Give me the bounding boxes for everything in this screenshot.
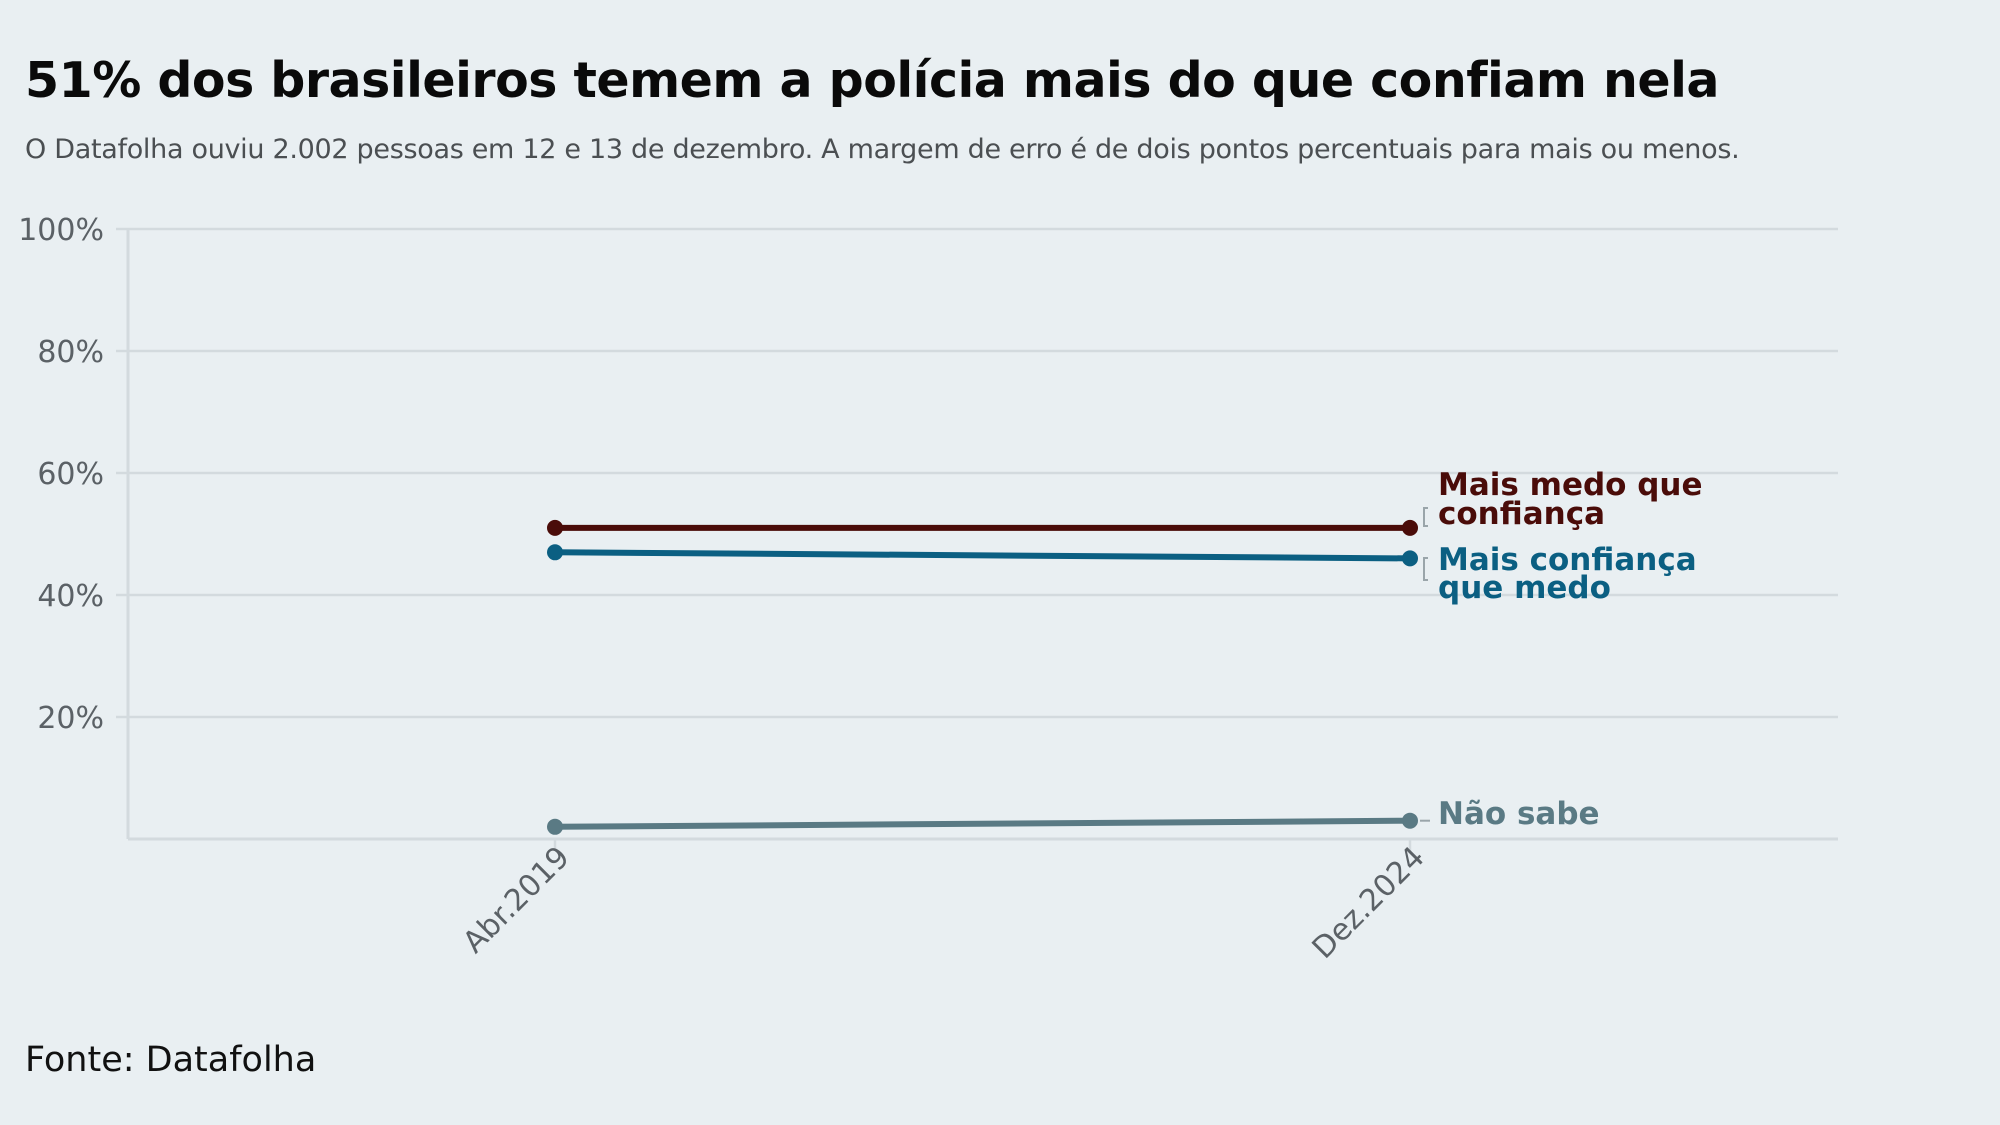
x-tick-label: Dez.2024 [1306, 840, 1432, 966]
series-label: Mais confiança [1438, 542, 1697, 578]
y-tick-label: 80% [37, 335, 104, 370]
y-tick-label: 20% [37, 701, 104, 736]
data-point [547, 544, 563, 561]
y-tick-label: 60% [37, 457, 104, 492]
source-note: Fonte: Datafolha [25, 1040, 317, 1080]
data-point [547, 818, 563, 835]
data-point [1402, 812, 1418, 829]
series-line [552, 549, 1413, 562]
chart-title: 51% dos brasileiros temem a polícia mais… [25, 52, 1720, 109]
series-label: Não sabe [1438, 796, 1600, 832]
gridlines [116, 227, 1838, 719]
chart-subtitle: O Datafolha ouviu 2.002 pessoas em 12 e … [25, 134, 1740, 165]
x-axis: Abr.2019 Dez.2024 [128, 837, 1838, 966]
label-connector [1423, 557, 1428, 581]
series-label: Mais medo que [1438, 467, 1703, 503]
y-tick-label: 40% [37, 579, 104, 614]
y-axis: 20% 40% 60% 80% 100% [18, 213, 130, 839]
series-line [552, 817, 1413, 830]
x-tick-label: Abr.2019 [456, 840, 576, 960]
label-connector [1423, 507, 1428, 527]
series-label: confiança [1438, 496, 1605, 532]
series-lines [547, 519, 1418, 835]
series-label: que medo [1438, 570, 1611, 606]
data-point [1402, 550, 1418, 567]
data-point [547, 519, 563, 536]
y-tick-label: 100% [18, 213, 104, 248]
data-point [1402, 519, 1418, 536]
